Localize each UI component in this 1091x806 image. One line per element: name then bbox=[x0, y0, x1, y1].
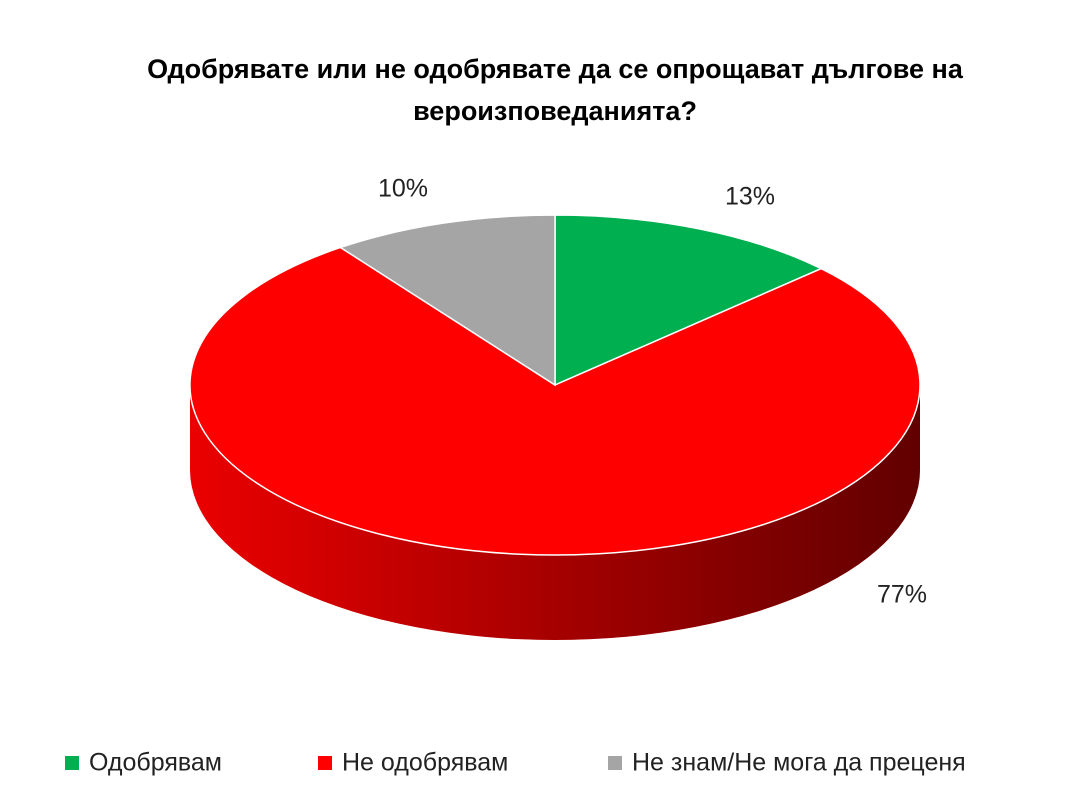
legend-swatch bbox=[318, 756, 332, 770]
pie-slice bbox=[338, 214, 556, 387]
legend-label: Не одобрявам bbox=[342, 749, 508, 777]
data-label: 77% bbox=[877, 581, 927, 609]
legend-swatch bbox=[608, 756, 622, 770]
pie-side-shade bbox=[190, 385, 920, 640]
data-label: 13% bbox=[725, 183, 775, 211]
legend-swatch bbox=[65, 756, 79, 770]
chart-title: Одобрявате или не одобрявате да се опрощ… bbox=[147, 54, 963, 126]
legend-label: Одобрявам bbox=[89, 749, 222, 777]
pie-slice bbox=[554, 214, 823, 387]
pie-slice bbox=[189, 246, 921, 556]
data-label: 10% bbox=[378, 175, 428, 203]
legend-label: Не знам/Не мога да преценя bbox=[632, 749, 966, 777]
